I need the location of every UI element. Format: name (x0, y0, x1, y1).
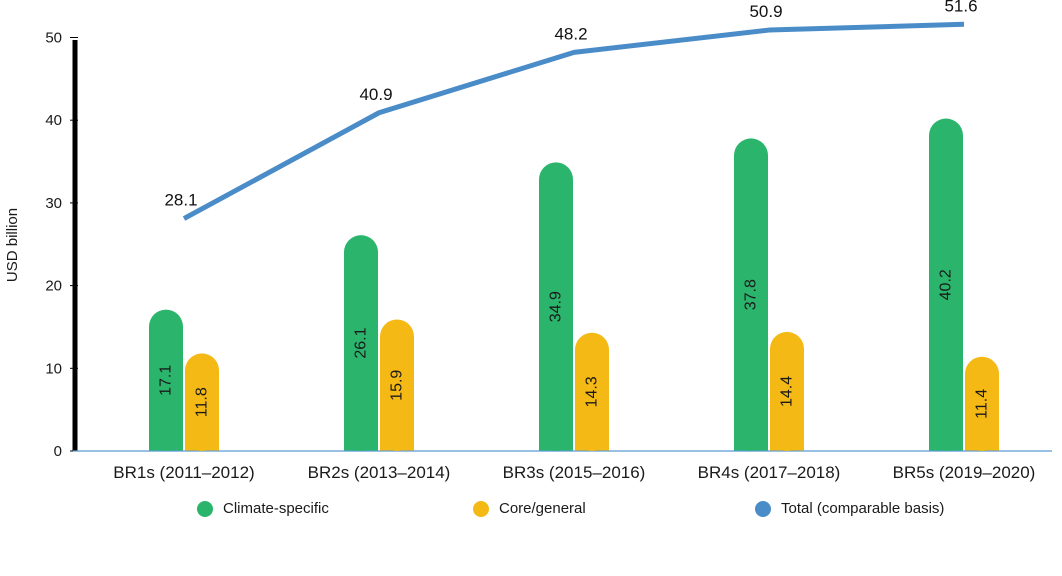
climate-bar (539, 162, 573, 451)
climate-bar-label: 37.8 (743, 279, 760, 310)
total-line (182, 21, 965, 221)
core-bar-label: 15.9 (389, 370, 406, 401)
core-bar-base (380, 434, 414, 451)
climate-bar-label: 17.1 (158, 365, 175, 396)
category-label: BR5s (2019–2020) (893, 463, 1036, 482)
core-bar-label: 14.4 (779, 376, 796, 407)
legend-item-climate: Climate-specific (197, 500, 329, 517)
y-axis-ticks: 0 10 20 30 40 50 (45, 30, 78, 460)
y-tick-label: 40 (45, 112, 62, 129)
climate-bar (734, 138, 768, 452)
chart: USD billion 0 10 20 30 40 50 17.1 11.8 26.1 15.9… (4, 0, 1052, 482)
category-label: BR1s (2011–2012) (113, 463, 254, 482)
climate-bar (149, 309, 183, 451)
core-bar (185, 353, 219, 451)
core-bar (770, 331, 804, 451)
core-bar-base (965, 434, 999, 451)
legend-item-total: Total (comparable basis) (755, 500, 944, 517)
total-data-label: 48.2 (554, 24, 587, 43)
legend-swatch-total (755, 500, 771, 517)
total-data-label: 50.9 (749, 2, 782, 21)
climate-bar (929, 118, 963, 452)
climate-bar (344, 235, 378, 451)
climate-bar-label: 34.9 (548, 291, 565, 322)
climate-bar-base (344, 434, 378, 451)
total-data-label: 28.1 (164, 191, 197, 210)
y-axis-label: USD billion (4, 208, 21, 282)
climate-bar-base (149, 434, 183, 451)
legend-label-total: Total (comparable basis) (781, 500, 945, 517)
climate-bar-label: 40.2 (938, 269, 955, 300)
category-label: BR2s (2013–2014) (308, 463, 451, 482)
total-data-label: 40.9 (359, 85, 392, 104)
climate-bar-label: 26.1 (353, 327, 370, 358)
legend: Climate-specific Core/general Total (com… (0, 500, 1062, 524)
legend-item-core: Core/general (473, 500, 586, 517)
legend-swatch-core (473, 500, 489, 517)
y-tick-label: 10 (45, 360, 62, 377)
climate-bar-base (539, 434, 573, 451)
legend-label-core: Core/general (499, 500, 586, 517)
core-bar-base (185, 434, 219, 451)
core-bar-label: 11.8 (194, 387, 211, 417)
bar-group: 17.1 11.8 26.1 15.9 34.9 14.3 37.8 14.4 40.2 11.4 (149, 118, 999, 452)
climate-bar-base (929, 434, 963, 451)
climate-bar-base (734, 434, 768, 451)
category-label: BR3s (2015–2016) (503, 463, 646, 482)
legend-swatch-climate (197, 500, 213, 517)
core-bar (575, 332, 609, 451)
core-bar (965, 356, 999, 451)
category-label: BR4s (2017–2018) (698, 463, 841, 482)
core-bar-base (575, 434, 609, 451)
category-labels: BR1s (2011–2012) BR2s (2013–2014) BR3s (20… (113, 463, 1035, 482)
y-tick-label: 0 (54, 443, 62, 460)
y-tick-label: 30 (45, 195, 62, 212)
legend-label-climate: Climate-specific (223, 500, 329, 517)
total-line-group: 28.1 40.9 48.2 50.9 51.6 (164, 0, 978, 221)
y-tick-label: 20 (45, 278, 62, 295)
core-bar-base (770, 434, 804, 451)
core-bar (380, 319, 414, 451)
y-tick-label: 50 (45, 30, 62, 47)
core-bar-label: 11.4 (974, 389, 991, 419)
total-data-label: 51.6 (944, 0, 977, 15)
core-bar-label: 14.3 (584, 376, 601, 407)
